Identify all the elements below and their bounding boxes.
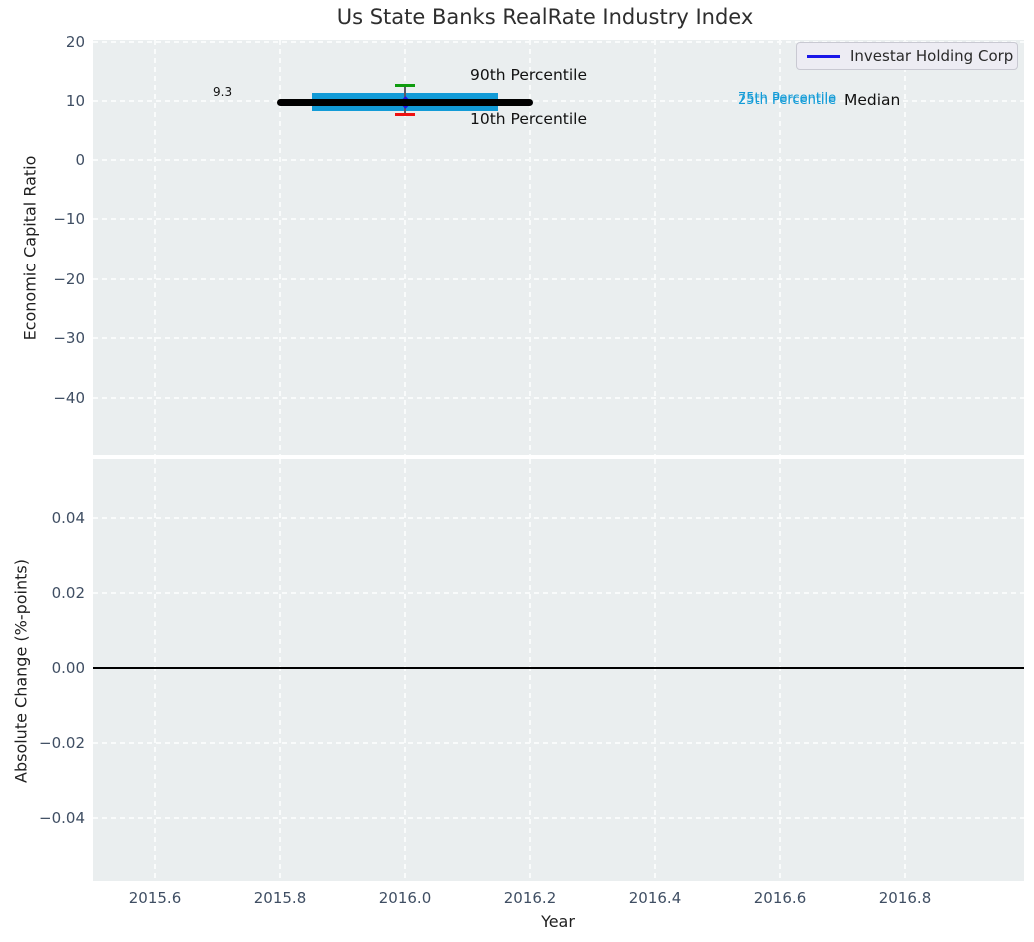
xtick-label: 2015.6 xyxy=(128,889,182,907)
gridline-h xyxy=(93,218,1024,220)
gridline-v xyxy=(279,40,281,455)
zero-reference-line xyxy=(93,667,1024,669)
ytick-label: 10 xyxy=(65,92,85,110)
x-axis-label: Year xyxy=(541,912,575,931)
gridline-h xyxy=(93,337,1024,339)
bottom-axes xyxy=(93,459,1024,881)
y-axis-label-top: Economic Capital Ratio xyxy=(20,155,40,341)
gridline-h xyxy=(93,278,1024,280)
gridline-v xyxy=(654,459,656,881)
annotation-median-value: 9.3 xyxy=(213,85,233,99)
gridline-v xyxy=(904,40,906,455)
gridline-h xyxy=(93,397,1024,399)
gridline-h xyxy=(93,100,1024,102)
legend-label: Investar Holding Corp xyxy=(850,47,1014,65)
xtick-label: 2015.8 xyxy=(253,889,307,907)
xtick-label: 2016.6 xyxy=(753,889,807,907)
ytick-label: 0 xyxy=(75,151,85,169)
annotation-25th-percentile: 25th Percentile xyxy=(738,92,837,108)
gridline-h xyxy=(93,159,1024,161)
ytick-label: 20 xyxy=(65,33,85,51)
gridline-v xyxy=(404,459,406,881)
xtick-label: 2016.0 xyxy=(378,889,432,907)
gridline-v xyxy=(279,459,281,881)
ytick-label: 0.00 xyxy=(51,659,85,677)
chart-title: Us State Banks RealRate Industry Index xyxy=(336,5,754,29)
annotation-90th-percentile: 90th Percentile xyxy=(470,66,588,84)
ytick-label: −30 xyxy=(53,329,85,347)
gridline-v xyxy=(154,459,156,881)
median-line xyxy=(277,99,533,106)
ytick-label: −40 xyxy=(53,389,85,407)
gridline-v xyxy=(404,40,406,455)
annotation-median: Median xyxy=(844,91,901,109)
y-axis-label-bottom: Absolute Change (%-points) xyxy=(11,559,31,783)
gridline-h xyxy=(93,742,1024,744)
ytick-label: −20 xyxy=(53,270,85,288)
gridline-v xyxy=(779,40,781,455)
annotation-75th-percentile: 75th Percentile xyxy=(738,91,837,106)
annotation-10th-percentile: 10th Percentile xyxy=(470,110,588,128)
gridline-h xyxy=(93,517,1024,519)
gridline-v xyxy=(529,459,531,881)
xtick-label: 2016.4 xyxy=(628,889,682,907)
xtick-label: 2016.2 xyxy=(503,889,557,907)
gridline-h xyxy=(93,817,1024,819)
gridline-v xyxy=(654,40,656,455)
ytick-label: −0.02 xyxy=(39,734,85,752)
gridline-v xyxy=(154,40,156,455)
ytick-label: 0.02 xyxy=(51,584,85,602)
gridline-h xyxy=(93,41,1024,43)
legend: Investar Holding Corp xyxy=(796,42,1018,70)
gridline-v xyxy=(779,459,781,881)
gridline-v xyxy=(529,40,531,455)
ytick-label: −10 xyxy=(53,210,85,228)
gridline-h xyxy=(93,592,1024,594)
legend-line-sample xyxy=(807,54,840,58)
top-axes: 9.3 90th Percentile 10th Percentile 75th… xyxy=(93,40,1024,455)
xtick-label: 2016.8 xyxy=(878,889,932,907)
gridline-v xyxy=(904,459,906,881)
ytick-label: 0.04 xyxy=(51,509,85,527)
ytick-label: −0.04 xyxy=(39,809,85,827)
percentile-10-cap xyxy=(395,113,415,116)
percentile-90-cap xyxy=(395,84,415,87)
